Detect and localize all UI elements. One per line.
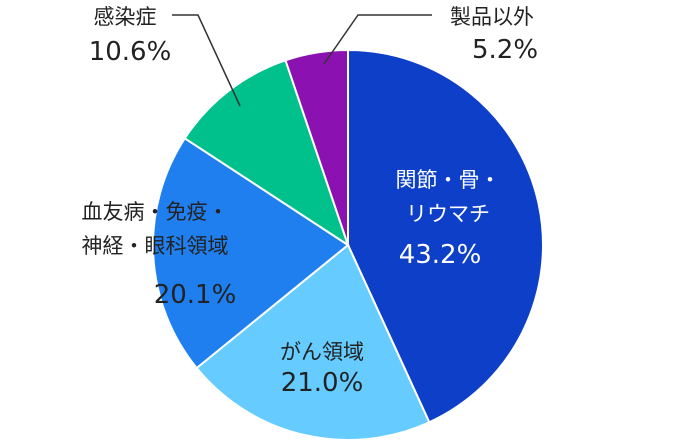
pie-slice [347,48,544,424]
value-label: 43.2% [398,240,482,270]
pie-slice [183,59,350,248]
value-label: 10.6% [88,37,172,67]
slice-label: 感染症 [93,5,157,29]
slice-label: 関節・骨・ リウマチ [395,168,501,226]
leader-line [323,14,432,65]
pie-slice [284,48,349,246]
pie-slice [152,136,350,370]
value-label: 5.2% [471,35,539,65]
value-label: 21.0% [280,368,364,398]
pie-slice [195,243,431,441]
slice-label: 血友病・免疫・ 神経・眼科領域 [81,200,229,258]
slice-label: がん領域 [280,340,364,364]
leader-line [172,14,241,107]
slice-label: 製品以外 [450,5,534,29]
value-label: 20.1% [153,280,237,310]
